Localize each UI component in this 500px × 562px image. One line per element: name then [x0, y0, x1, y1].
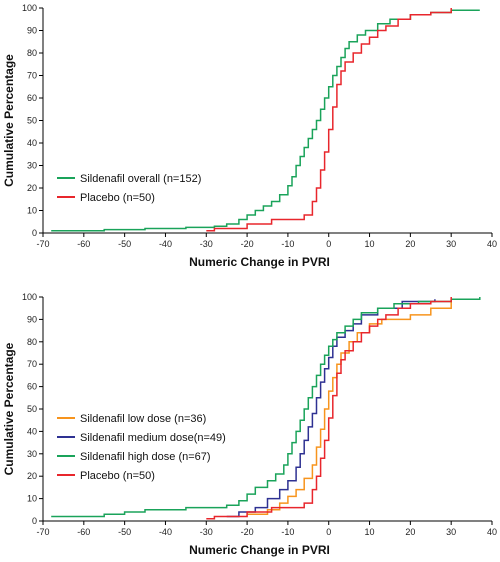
x-axis-title: Numeric Change in PVRI	[189, 543, 330, 557]
x-tick-label: -10	[281, 527, 294, 537]
y-tick-label: 80	[27, 337, 37, 347]
x-tick-label: -50	[118, 239, 131, 249]
series-line-1	[51, 9, 480, 232]
series-line-1	[247, 301, 452, 516]
x-axis-title: Numeric Change in PVRI	[189, 255, 330, 269]
y-tick-label: 0	[32, 516, 37, 526]
y-tick-label: 30	[27, 161, 37, 171]
x-tick-label: -30	[200, 239, 213, 249]
x-tick-label: -40	[159, 527, 172, 537]
legend-label: Sildenafil medium dose(n=49)	[80, 432, 226, 444]
x-tick-label: 0	[326, 239, 331, 249]
y-tick-label: 50	[27, 116, 37, 126]
y-tick-label: 10	[27, 494, 37, 504]
x-tick-label: 40	[487, 239, 497, 249]
y-tick-label: 60	[27, 382, 37, 392]
x-tick-label: -70	[36, 239, 49, 249]
y-tick-label: 100	[22, 292, 37, 302]
legend-label: Sildenafil low dose (n=36)	[80, 413, 206, 425]
y-tick-label: 70	[27, 71, 37, 81]
x-tick-label: -60	[77, 239, 90, 249]
series-line-3	[51, 297, 481, 518]
y-tick-label: 0	[32, 228, 37, 238]
y-tick-label: 30	[27, 449, 37, 459]
y-tick-label: 50	[27, 404, 37, 414]
legend-label: Sildenafil high dose (n=67)	[80, 451, 211, 463]
series-line-2	[226, 299, 436, 518]
x-tick-label: -20	[241, 239, 254, 249]
y-axis-title: Cumulative Percentage	[2, 54, 16, 187]
legend-label: Sildenafil overall (n=152)	[80, 173, 201, 185]
legend-label: Placebo (n=50)	[80, 192, 155, 204]
x-tick-label: -70	[36, 527, 49, 537]
x-tick-label: -30	[200, 527, 213, 537]
y-tick-label: 60	[27, 93, 37, 103]
x-tick-label: -50	[118, 527, 131, 537]
y-tick-label: 90	[27, 314, 37, 324]
y-tick-label: 10	[27, 206, 37, 216]
y-axis-title: Cumulative Percentage	[2, 342, 16, 475]
x-tick-label: -20	[241, 527, 254, 537]
y-tick-label: 70	[27, 359, 37, 369]
x-tick-label: -60	[77, 527, 90, 537]
y-tick-label: 40	[27, 138, 37, 148]
x-tick-label: 40	[487, 527, 497, 537]
x-tick-label: 20	[405, 239, 415, 249]
x-tick-label: 10	[365, 527, 375, 537]
y-tick-label: 90	[27, 26, 37, 36]
y-tick-label: 20	[27, 471, 37, 481]
y-tick-label: 40	[27, 426, 37, 436]
legend-label: Placebo (n=50)	[80, 470, 155, 482]
y-tick-label: 80	[27, 48, 37, 58]
x-tick-label: -40	[159, 239, 172, 249]
y-tick-label: 100	[22, 3, 37, 13]
x-tick-label: 20	[405, 527, 415, 537]
x-tick-label: 30	[446, 239, 456, 249]
x-tick-label: 0	[326, 527, 331, 537]
y-tick-label: 20	[27, 183, 37, 193]
x-tick-label: -10	[281, 239, 294, 249]
x-tick-label: 30	[446, 527, 456, 537]
x-tick-label: 10	[365, 239, 375, 249]
series-line-4	[206, 297, 452, 520]
series-line-2	[206, 8, 452, 232]
